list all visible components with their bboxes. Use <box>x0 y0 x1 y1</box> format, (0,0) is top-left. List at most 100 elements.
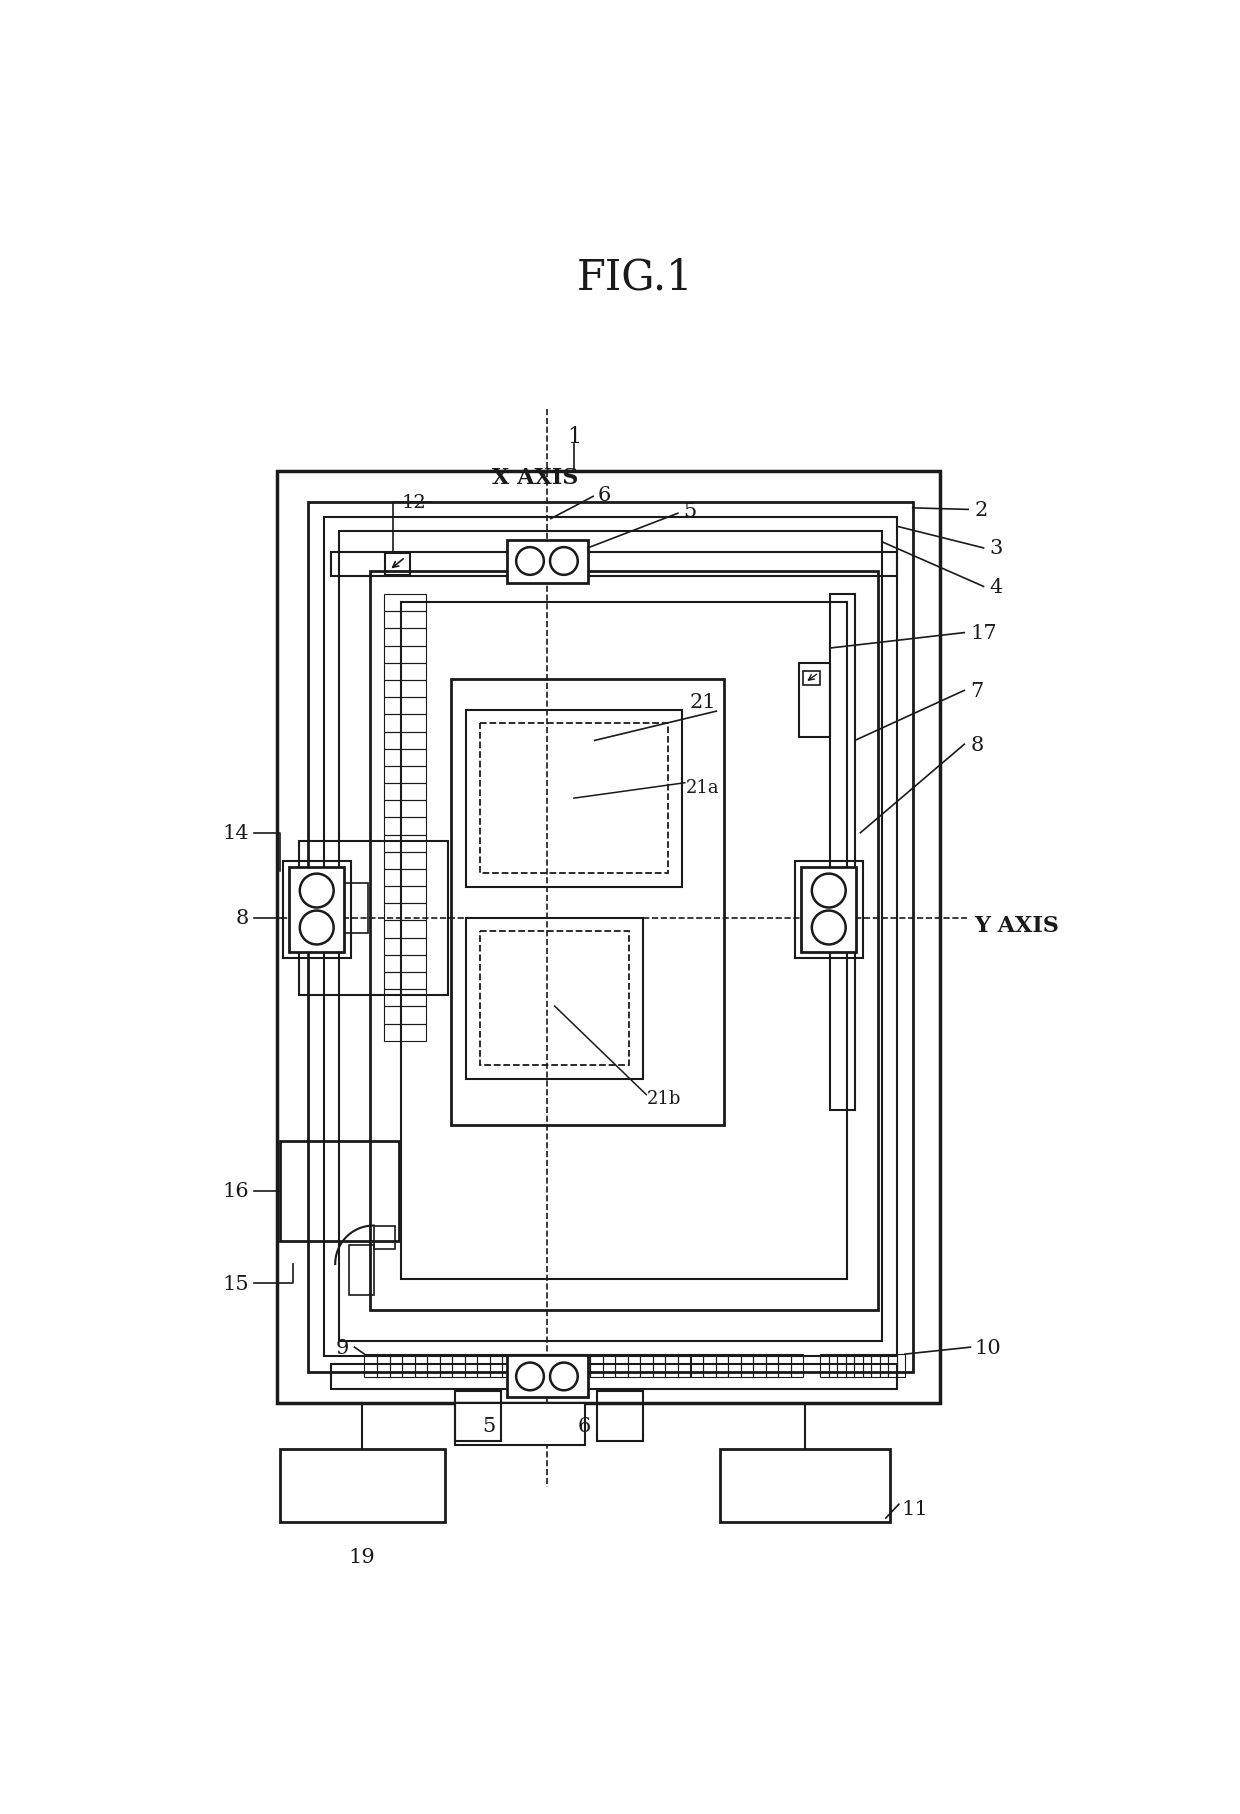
Bar <box>627 1355 640 1377</box>
Bar <box>383 1023 427 1041</box>
Text: FIG.1: FIG.1 <box>578 258 693 299</box>
Bar <box>383 784 427 800</box>
Bar <box>365 1355 377 1377</box>
Bar <box>383 595 427 611</box>
Bar <box>383 800 427 818</box>
Bar <box>640 1355 653 1377</box>
Text: 5: 5 <box>683 502 696 521</box>
Text: 1: 1 <box>567 426 582 448</box>
Bar <box>466 918 644 1079</box>
Bar <box>897 1355 905 1377</box>
Bar <box>888 1355 897 1377</box>
Bar <box>854 1355 863 1377</box>
Bar <box>383 972 427 990</box>
Bar <box>821 1355 828 1377</box>
Bar <box>455 1391 501 1442</box>
Bar <box>465 1355 477 1377</box>
Bar <box>383 733 427 749</box>
Bar <box>383 767 427 784</box>
Text: 12: 12 <box>402 493 427 512</box>
Bar <box>383 749 427 767</box>
Bar <box>828 1355 837 1377</box>
Text: 9: 9 <box>336 1339 350 1357</box>
Bar <box>383 834 427 853</box>
Bar <box>653 1355 666 1377</box>
Bar <box>383 922 427 938</box>
Text: 8: 8 <box>236 909 249 927</box>
Text: 6: 6 <box>578 1417 590 1435</box>
Bar <box>414 1355 427 1377</box>
Circle shape <box>516 548 544 575</box>
Bar <box>502 1355 515 1377</box>
Bar <box>480 932 630 1067</box>
Bar <box>553 1355 565 1377</box>
Bar <box>289 867 345 952</box>
Text: 8: 8 <box>971 735 983 755</box>
Bar <box>309 502 913 1371</box>
Bar <box>466 711 682 887</box>
Bar <box>450 680 724 1126</box>
Bar <box>383 629 427 646</box>
Bar <box>795 862 863 960</box>
Bar <box>373 1226 396 1248</box>
Text: 21a: 21a <box>686 778 719 796</box>
Bar <box>728 1355 740 1377</box>
Circle shape <box>812 874 846 909</box>
Circle shape <box>300 874 334 909</box>
Bar <box>507 541 588 584</box>
Bar <box>678 1355 691 1377</box>
Bar <box>480 724 668 873</box>
Circle shape <box>551 548 578 575</box>
Bar <box>527 1355 539 1377</box>
Text: 17: 17 <box>971 624 997 642</box>
Bar <box>507 1355 588 1397</box>
Bar <box>603 1355 615 1377</box>
Bar <box>350 1244 373 1295</box>
Bar <box>383 869 427 887</box>
Bar <box>331 1364 898 1390</box>
Bar <box>831 595 854 1110</box>
Text: 4: 4 <box>990 577 1003 597</box>
Bar <box>383 680 427 698</box>
Bar <box>427 1355 440 1377</box>
Bar <box>383 698 427 715</box>
Bar <box>383 938 427 956</box>
Bar <box>541 1355 553 1377</box>
Bar <box>779 1355 791 1377</box>
Text: 2: 2 <box>975 501 987 519</box>
Text: 21: 21 <box>689 693 717 713</box>
Bar <box>377 1355 389 1377</box>
Bar <box>477 1355 490 1377</box>
Bar <box>791 1355 804 1377</box>
Bar <box>490 1355 502 1377</box>
Bar <box>565 1355 578 1377</box>
Bar <box>453 1355 465 1377</box>
Bar <box>383 853 427 869</box>
Bar <box>799 664 830 736</box>
Bar <box>383 990 427 1007</box>
Text: 15: 15 <box>222 1273 249 1293</box>
Bar <box>324 517 898 1357</box>
Bar <box>720 1449 889 1522</box>
Bar <box>440 1355 453 1377</box>
Bar <box>837 1355 846 1377</box>
Bar <box>383 646 427 664</box>
Bar <box>804 671 821 686</box>
Bar <box>801 867 857 952</box>
Bar <box>383 715 427 733</box>
Bar <box>402 1355 414 1377</box>
Bar <box>389 1355 402 1377</box>
Bar <box>596 1391 644 1442</box>
Text: 6: 6 <box>598 484 611 504</box>
Bar <box>383 1007 427 1023</box>
Bar <box>339 532 882 1341</box>
Bar <box>299 842 448 994</box>
Text: 3: 3 <box>990 539 1003 559</box>
Bar <box>879 1355 888 1377</box>
Bar <box>280 1449 445 1522</box>
Bar <box>753 1355 766 1377</box>
Bar <box>872 1355 879 1377</box>
Text: X AXIS: X AXIS <box>492 466 579 488</box>
Bar <box>383 818 427 834</box>
Text: Y AXIS: Y AXIS <box>975 914 1059 936</box>
